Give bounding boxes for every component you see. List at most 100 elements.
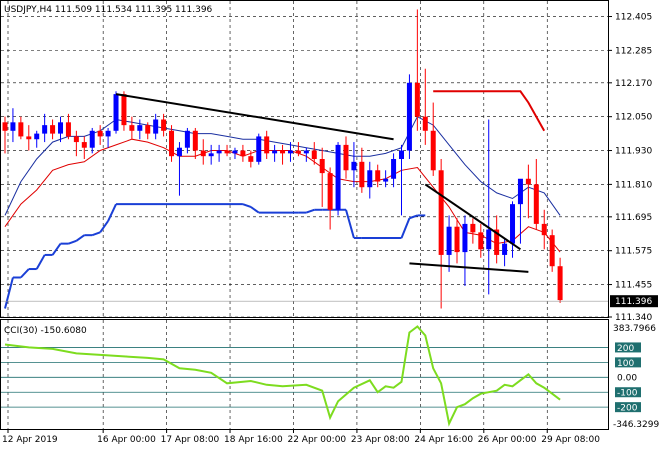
candle-body xyxy=(478,232,484,250)
candle-body xyxy=(105,130,111,137)
candle-body xyxy=(65,122,71,137)
time-tick-label: 16 Apr 00:00 xyxy=(97,435,156,445)
candle-body xyxy=(81,142,87,148)
cci-level-badge-3 xyxy=(615,387,641,398)
blue-line-segment xyxy=(345,209,355,239)
candle-body xyxy=(494,229,500,255)
candle-body xyxy=(525,178,531,185)
candle-body xyxy=(430,130,436,171)
blue-line-segment xyxy=(68,239,77,245)
trendline-2 xyxy=(409,262,529,273)
candle-body xyxy=(10,122,16,131)
candle-body xyxy=(89,130,95,148)
candle-body xyxy=(216,150,222,154)
candle-body xyxy=(248,156,254,162)
cci-level-badge-1 xyxy=(615,357,641,368)
candle-body xyxy=(113,94,119,131)
candle-body xyxy=(73,136,79,143)
time-tick-label: 12 Apr 2019 xyxy=(2,435,58,445)
time-axis: 12 Apr 2019 16 Apr 00:00 17 Apr 08:00 18 Ap… xyxy=(2,429,600,445)
trendlines xyxy=(115,93,529,273)
candle-body xyxy=(399,150,404,159)
blue-step-line xyxy=(4,203,426,309)
candle-body xyxy=(327,173,333,210)
candle-body xyxy=(454,226,460,253)
time-tick-label: 26 Apr 00:00 xyxy=(478,435,537,445)
cci-level-label: 0.00 xyxy=(617,373,637,383)
trendline-1 xyxy=(424,183,522,251)
candle-body xyxy=(97,130,103,137)
price-tick-label: 111.575 xyxy=(615,247,652,257)
candle-body xyxy=(549,235,555,267)
price-tick-label: 111.695 xyxy=(615,213,652,223)
candle-body xyxy=(264,136,270,154)
cci-line xyxy=(4,325,561,427)
candle-body xyxy=(232,150,238,154)
time-tick-label: 24 Apr 16:00 xyxy=(414,435,473,445)
price-tick-label: 112.170 xyxy=(615,79,652,89)
candle-body xyxy=(272,150,278,154)
blue-line-segment xyxy=(250,206,260,214)
cci-min-label: -346.3299 xyxy=(613,420,659,430)
time-tick-label: 23 Apr 08:00 xyxy=(351,435,410,445)
cci-level-label: 100 xyxy=(617,359,634,369)
candle-body xyxy=(50,125,56,134)
candle-body xyxy=(58,122,64,134)
blue-line-segment xyxy=(306,208,315,214)
cci-level-label: -200 xyxy=(617,404,638,414)
candle-body xyxy=(192,130,198,151)
chart-title: USDJPY,H4 111.509 111.534 111.395 111.39… xyxy=(4,5,213,15)
price-tick-label: 111.340 xyxy=(615,313,652,323)
candle-body xyxy=(462,223,468,253)
candle-body xyxy=(446,226,452,255)
time-tick-label: 18 Apr 16:00 xyxy=(224,435,283,445)
blue-line-segment xyxy=(242,203,252,208)
candle-body xyxy=(414,82,420,117)
candle-body xyxy=(470,223,476,233)
candle-body xyxy=(557,266,563,301)
price-tick-label: 112.285 xyxy=(615,46,652,56)
blue-line-segment xyxy=(107,203,117,222)
blue-line-segment xyxy=(4,277,14,309)
price-tick-label: 112.050 xyxy=(615,113,652,123)
candle-body xyxy=(406,82,412,151)
candle-body xyxy=(351,161,357,171)
candle-body xyxy=(295,150,301,154)
blue-line-segment xyxy=(409,214,418,220)
candle-body xyxy=(502,243,508,255)
cci-level-badge-4 xyxy=(615,402,641,413)
candle-body xyxy=(303,150,309,154)
candle-body xyxy=(200,150,206,157)
candle-body xyxy=(367,170,373,188)
cci-level-label: 200 xyxy=(617,344,634,354)
candle-body xyxy=(335,144,341,210)
candle-body xyxy=(145,125,151,134)
cci-series xyxy=(4,325,561,427)
candle-body xyxy=(121,94,127,126)
candle-body xyxy=(2,122,8,131)
candle-body xyxy=(533,184,539,224)
candle-body xyxy=(383,178,389,182)
cci-title: CCI(30) -150.6080 xyxy=(4,326,87,336)
candle-body xyxy=(208,153,214,157)
candle-body xyxy=(42,125,48,134)
blue-line-segment xyxy=(91,231,101,237)
time-tick-label: 29 Apr 08:00 xyxy=(541,435,600,445)
candle-body xyxy=(422,116,428,131)
blue-line-segment xyxy=(99,220,109,233)
price-axis: 112.405 112.285 112.170 112.050 111.930 111.8… xyxy=(1,13,658,323)
red-step-line xyxy=(433,90,546,132)
candle-body xyxy=(541,223,547,236)
blue-line-segment xyxy=(75,234,85,242)
candle-body xyxy=(375,170,381,182)
candle-body xyxy=(34,133,40,140)
candle-body xyxy=(359,161,365,188)
ma-slow-line xyxy=(4,116,561,216)
red-line xyxy=(433,90,546,132)
candle-body xyxy=(161,119,167,131)
candle-body xyxy=(256,136,262,162)
blue-line-segment xyxy=(20,268,30,279)
candle-body xyxy=(176,147,182,157)
trendline-0 xyxy=(115,93,394,141)
